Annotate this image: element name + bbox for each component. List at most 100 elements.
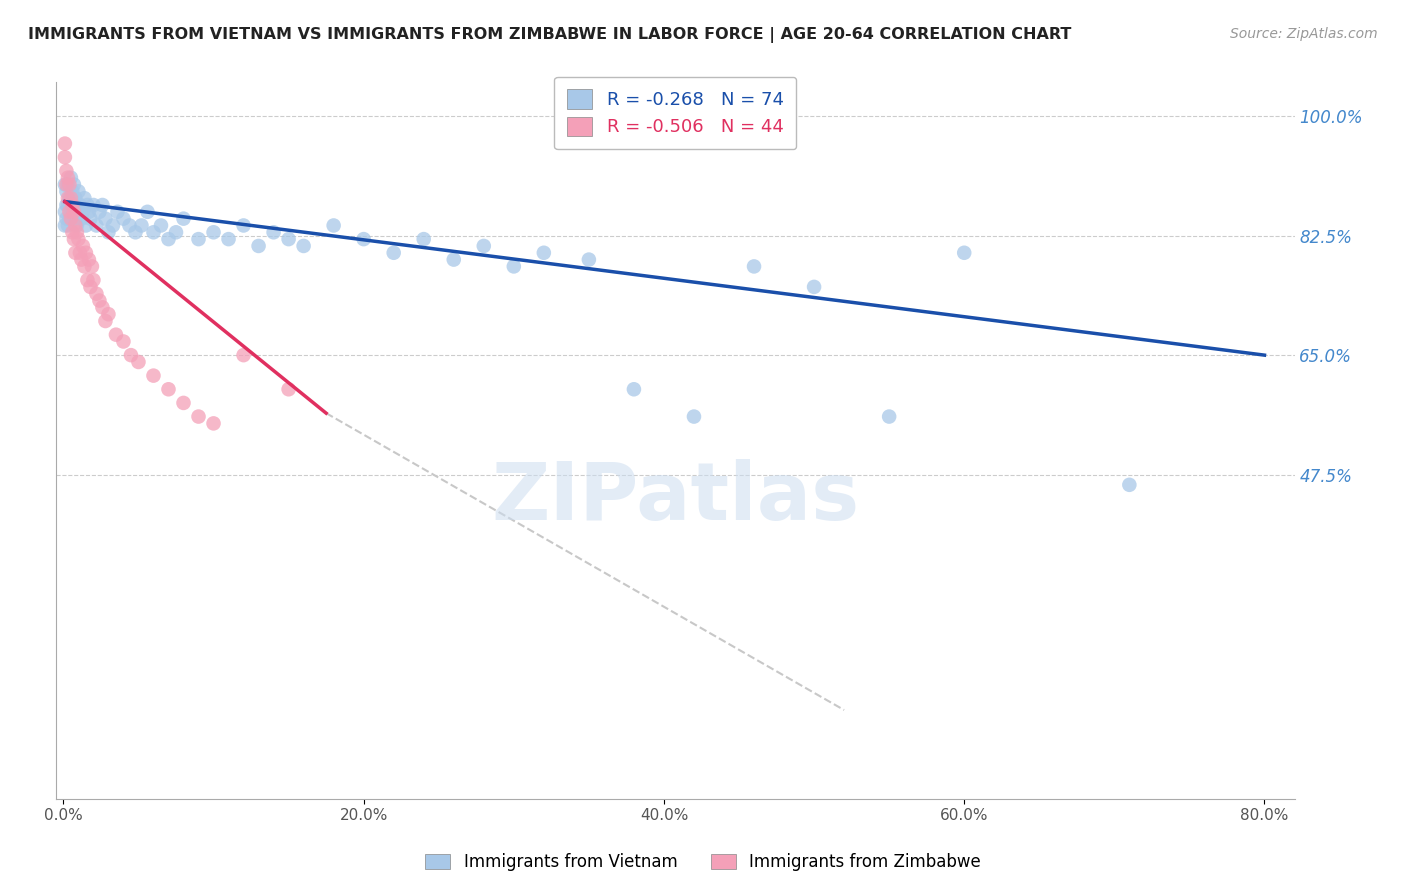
Point — [533, 245, 555, 260]
Point — [59, 170, 82, 185]
Point — [683, 409, 706, 424]
Point — [578, 252, 600, 267]
Point — [60, 204, 83, 219]
Point — [53, 136, 76, 151]
Point — [104, 327, 127, 342]
Point — [232, 348, 254, 362]
Point — [82, 273, 104, 287]
Point — [53, 219, 76, 233]
Point — [63, 178, 86, 192]
Point — [277, 382, 299, 396]
Point — [60, 225, 83, 239]
Point — [56, 219, 79, 233]
Point — [118, 219, 141, 233]
Point — [58, 178, 80, 192]
Point — [67, 232, 90, 246]
Point — [72, 239, 94, 253]
Point — [91, 301, 114, 315]
Point — [742, 260, 765, 274]
Point — [91, 198, 114, 212]
Point — [322, 219, 344, 233]
Point — [79, 211, 101, 226]
Point — [218, 232, 240, 246]
Point — [73, 260, 96, 274]
Point — [65, 191, 87, 205]
Point — [66, 219, 89, 233]
Point — [202, 417, 225, 431]
Point — [67, 185, 90, 199]
Point — [59, 211, 82, 226]
Point — [72, 204, 94, 219]
Point — [120, 348, 142, 362]
Point — [56, 170, 79, 185]
Point — [472, 239, 495, 253]
Point — [65, 245, 87, 260]
Point — [58, 191, 80, 205]
Point — [877, 409, 900, 424]
Point — [59, 191, 82, 205]
Text: ZIPatlas: ZIPatlas — [491, 458, 859, 537]
Point — [142, 368, 165, 383]
Point — [157, 382, 180, 396]
Point — [63, 198, 86, 212]
Point — [149, 219, 172, 233]
Point — [353, 232, 375, 246]
Point — [55, 198, 77, 212]
Point — [173, 211, 195, 226]
Point — [136, 204, 159, 219]
Point — [101, 219, 124, 233]
Point — [142, 225, 165, 239]
Point — [82, 198, 104, 212]
Point — [76, 198, 98, 212]
Point — [112, 211, 135, 226]
Point — [412, 232, 434, 246]
Point — [53, 204, 76, 219]
Point — [107, 204, 129, 219]
Point — [89, 204, 111, 219]
Point — [86, 219, 108, 233]
Point — [55, 185, 77, 199]
Point — [127, 355, 149, 369]
Point — [97, 307, 120, 321]
Point — [77, 204, 100, 219]
Point — [63, 204, 86, 219]
Point — [55, 178, 77, 192]
Point — [89, 293, 111, 308]
Point — [1118, 478, 1140, 492]
Point — [53, 150, 76, 164]
Point — [58, 211, 80, 226]
Point — [953, 245, 976, 260]
Point — [60, 198, 83, 212]
Point — [165, 225, 187, 239]
Point — [292, 239, 315, 253]
Point — [60, 185, 83, 199]
Point — [65, 211, 87, 226]
Point — [94, 314, 117, 328]
Point — [232, 219, 254, 233]
Point — [66, 225, 89, 239]
Point — [86, 286, 108, 301]
Point — [55, 211, 77, 226]
Point — [56, 198, 79, 212]
Point — [56, 191, 79, 205]
Point — [70, 211, 93, 226]
Point — [131, 219, 153, 233]
Point — [382, 245, 405, 260]
Point — [77, 252, 100, 267]
Point — [58, 204, 80, 219]
Point — [263, 225, 285, 239]
Point — [59, 191, 82, 205]
Point — [80, 260, 103, 274]
Point — [69, 245, 91, 260]
Point — [59, 211, 82, 226]
Point — [502, 260, 524, 274]
Text: IMMIGRANTS FROM VIETNAM VS IMMIGRANTS FROM ZIMBABWE IN LABOR FORCE | AGE 20-64 C: IMMIGRANTS FROM VIETNAM VS IMMIGRANTS FR… — [28, 27, 1071, 43]
Point — [65, 219, 87, 233]
Point — [75, 245, 97, 260]
Point — [623, 382, 645, 396]
Point — [112, 334, 135, 349]
Legend: R = -0.268   N = 74, R = -0.506   N = 44: R = -0.268 N = 74, R = -0.506 N = 44 — [554, 77, 796, 149]
Point — [94, 211, 117, 226]
Point — [69, 198, 91, 212]
Point — [79, 280, 101, 294]
